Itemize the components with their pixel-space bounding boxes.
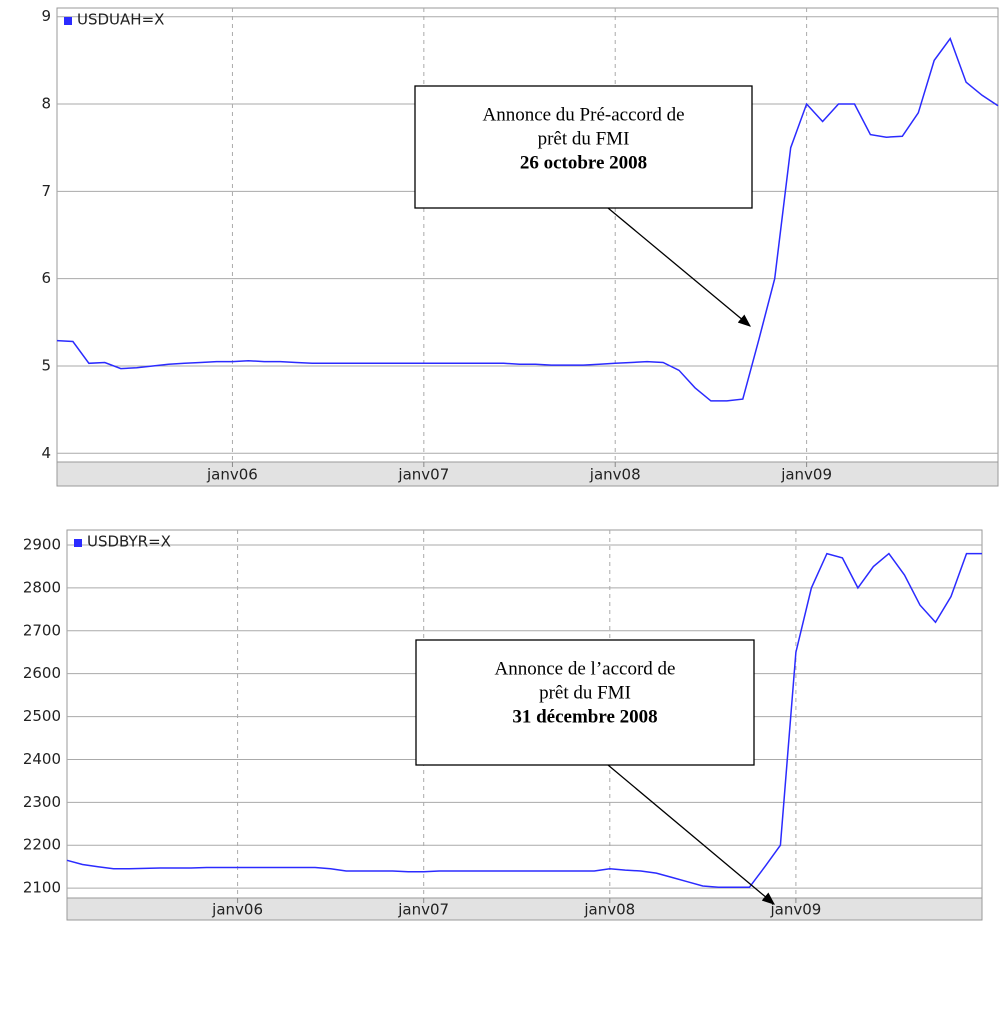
- y-tick-label: 8: [41, 95, 51, 113]
- y-tick-label: 2300: [23, 793, 61, 811]
- y-tick-label: 2800: [23, 578, 61, 596]
- y-tick-label: 4: [41, 444, 51, 462]
- annotation-date: 26 octobre 2008: [520, 152, 647, 173]
- x-axis-band: [56, 461, 999, 487]
- plot-area: [56, 7, 999, 463]
- y-tick-label: 2200: [23, 836, 61, 854]
- annotation-date: 31 décembre 2008: [512, 706, 657, 727]
- y-tick-label: 2600: [23, 664, 61, 682]
- x-tick-label: janv06: [211, 901, 263, 919]
- annotation-box: [414, 85, 753, 209]
- annotation-arrow: [607, 207, 751, 327]
- series-line: [56, 37, 999, 402]
- x-tick-label: janv07: [397, 901, 449, 919]
- y-tick-label: 7: [41, 182, 51, 200]
- y-tick-label: 6: [41, 269, 51, 287]
- annotation-text: Annonce du Pré-accord de: [482, 104, 684, 125]
- annotation-text: prêt du FMI: [539, 682, 631, 703]
- x-tick-label: janv09: [769, 901, 821, 919]
- legend-swatch: [74, 539, 82, 547]
- y-tick-label: 2900: [23, 536, 61, 554]
- x-tick-label: janv08: [589, 466, 641, 484]
- x-tick-label: janv08: [583, 901, 635, 919]
- x-axis-band: [66, 897, 983, 921]
- x-tick-label: janv09: [780, 466, 832, 484]
- y-tick-label: 9: [41, 7, 51, 25]
- y-tick-label: 5: [41, 356, 51, 374]
- annotation-text: prêt du FMI: [538, 128, 630, 149]
- legend-swatch: [64, 17, 72, 25]
- x-tick-label: janv06: [206, 466, 258, 484]
- x-tick-label: janv07: [397, 466, 449, 484]
- y-tick-label: 2700: [23, 621, 61, 639]
- series-line: [66, 552, 982, 889]
- annotation-text: Annonce de l’accord de: [495, 658, 676, 679]
- annotation-box: [415, 639, 755, 766]
- y-tick-label: 2400: [23, 750, 61, 768]
- annotation-arrow: [607, 764, 775, 905]
- y-tick-label: 2500: [23, 707, 61, 725]
- y-tick-label: 2100: [23, 879, 61, 897]
- legend-label: USDUAH=X: [77, 11, 164, 29]
- legend-label: USDBYR=X: [87, 533, 171, 551]
